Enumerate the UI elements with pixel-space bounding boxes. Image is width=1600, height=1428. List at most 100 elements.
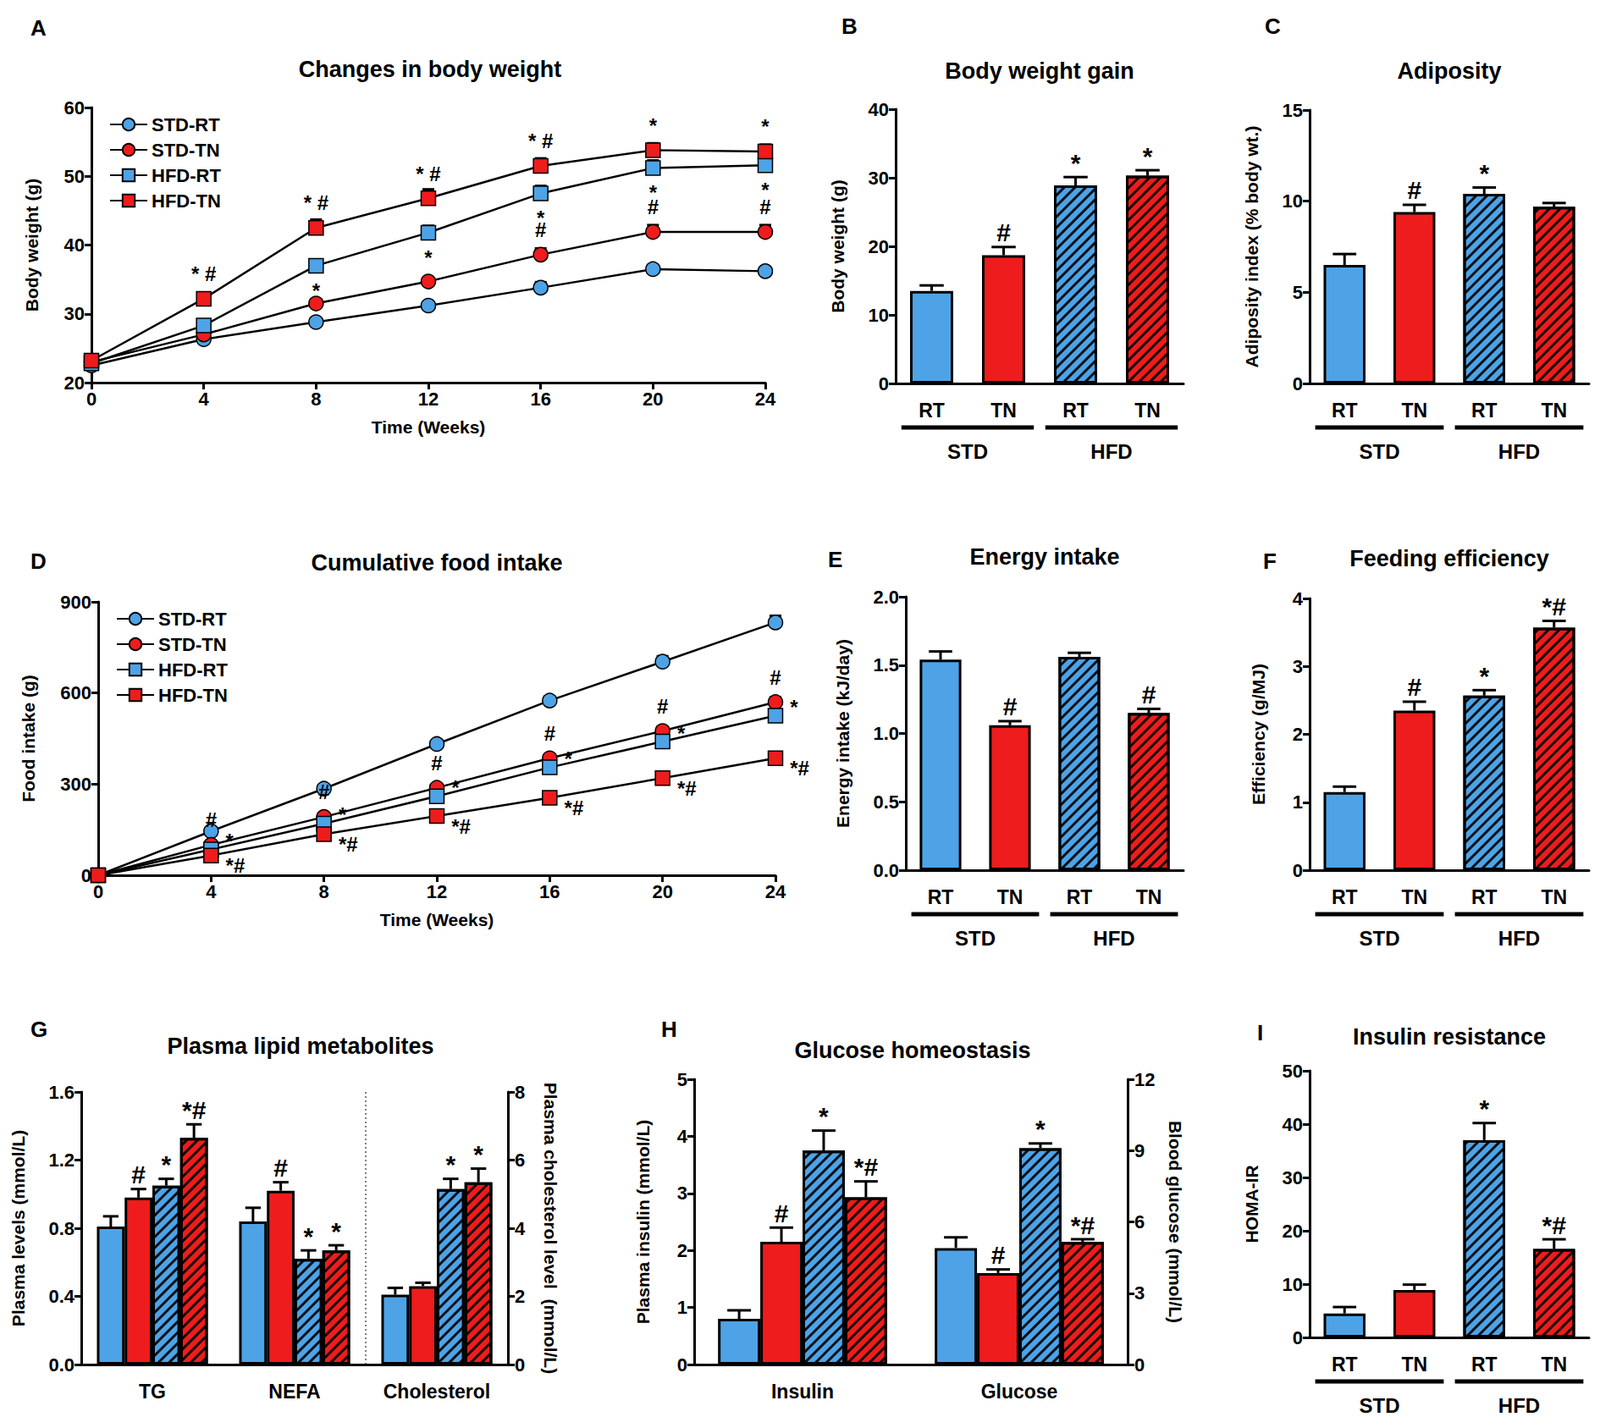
svg-text:STD-RT: STD-RT bbox=[158, 608, 227, 630]
svg-text:*: * bbox=[338, 803, 348, 827]
svg-text:STD: STD bbox=[954, 926, 996, 950]
svg-text:5: 5 bbox=[677, 1069, 688, 1091]
svg-text:60: 60 bbox=[64, 97, 85, 119]
svg-text:0: 0 bbox=[1292, 860, 1303, 882]
svg-text:20: 20 bbox=[642, 388, 663, 410]
svg-text:* #: * # bbox=[528, 129, 553, 153]
svg-text:Plasma levels (mmol/L): Plasma levels (mmol/L) bbox=[8, 1130, 28, 1327]
svg-text:RT: RT bbox=[1066, 886, 1093, 909]
svg-text:*: * bbox=[1478, 159, 1490, 188]
svg-text:TN: TN bbox=[1540, 1353, 1567, 1376]
svg-text:Body weight (g): Body weight (g) bbox=[827, 179, 848, 313]
svg-text:#: # bbox=[774, 1199, 789, 1228]
svg-text:0: 0 bbox=[878, 373, 889, 395]
svg-text:RT: RT bbox=[1471, 1353, 1498, 1376]
svg-text:16: 16 bbox=[529, 388, 551, 410]
svg-text:Cumulative food intake: Cumulative food intake bbox=[310, 550, 563, 576]
svg-text:0: 0 bbox=[93, 881, 104, 903]
svg-text:*: * bbox=[677, 722, 686, 745]
svg-text:0.0: 0.0 bbox=[872, 860, 900, 882]
svg-text:12: 12 bbox=[1134, 1069, 1155, 1091]
svg-text:F: F bbox=[1263, 548, 1277, 574]
svg-text:Time (Weeks): Time (Weeks) bbox=[371, 417, 486, 437]
svg-text:15: 15 bbox=[1282, 99, 1303, 122]
svg-text:6: 6 bbox=[1134, 1211, 1145, 1233]
svg-text:#: # bbox=[273, 1153, 288, 1182]
svg-text:Blood glucose (mmol/L): Blood glucose (mmol/L) bbox=[1165, 1120, 1186, 1324]
svg-text:24: 24 bbox=[765, 881, 787, 903]
svg-text:24: 24 bbox=[755, 388, 777, 410]
svg-text:STD: STD bbox=[947, 440, 988, 464]
svg-text:*: * bbox=[818, 1102, 829, 1131]
svg-text:NEFA: NEFA bbox=[268, 1380, 320, 1403]
svg-text:1.2: 1.2 bbox=[48, 1149, 75, 1171]
svg-text:RT: RT bbox=[1331, 1353, 1358, 1376]
svg-text:#: # bbox=[1142, 680, 1157, 709]
svg-text:RT: RT bbox=[1331, 399, 1358, 422]
svg-text:Glucose: Glucose bbox=[981, 1380, 1059, 1403]
svg-text:12: 12 bbox=[418, 388, 439, 410]
svg-text:*#: *# bbox=[1542, 592, 1567, 621]
svg-text:#: # bbox=[318, 780, 330, 804]
svg-text:#: # bbox=[544, 722, 556, 745]
svg-text:30: 30 bbox=[1282, 1167, 1303, 1189]
svg-text:C: C bbox=[1264, 13, 1281, 39]
svg-text:TN: TN bbox=[1540, 399, 1567, 422]
svg-text:3: 3 bbox=[677, 1182, 688, 1204]
svg-text:10: 10 bbox=[1282, 190, 1303, 212]
svg-text:RT: RT bbox=[918, 399, 945, 422]
svg-text:1.0: 1.0 bbox=[872, 722, 900, 745]
svg-text:1.5: 1.5 bbox=[872, 654, 900, 676]
svg-text:E: E bbox=[827, 546, 843, 573]
svg-text:Time (Weeks): Time (Weeks) bbox=[380, 910, 495, 930]
svg-text:Insulin resistance: Insulin resistance bbox=[1352, 1024, 1546, 1050]
svg-text:RT: RT bbox=[1471, 399, 1498, 422]
svg-text:Changes in body weight: Changes in body weight bbox=[298, 56, 563, 83]
svg-text:*: * bbox=[303, 1222, 315, 1251]
svg-text:3: 3 bbox=[1292, 656, 1303, 678]
svg-text:*: * bbox=[1070, 148, 1082, 177]
svg-text:0.8: 0.8 bbox=[48, 1218, 75, 1240]
svg-text:0: 0 bbox=[81, 865, 92, 887]
svg-text:0: 0 bbox=[677, 1354, 688, 1376]
svg-text:0: 0 bbox=[1134, 1354, 1145, 1376]
svg-text:#: # bbox=[430, 751, 442, 775]
svg-text:#: # bbox=[205, 808, 217, 832]
svg-text:HFD-TN: HFD-TN bbox=[151, 190, 221, 212]
svg-text:RT: RT bbox=[1471, 886, 1498, 909]
svg-text:Cholesterol: Cholesterol bbox=[383, 1380, 492, 1403]
svg-text:HFD-RT: HFD-RT bbox=[158, 659, 228, 681]
svg-text:* #: * # bbox=[415, 162, 441, 186]
svg-text:*: * bbox=[761, 115, 770, 138]
svg-text:STD: STD bbox=[1359, 1394, 1401, 1418]
svg-text:#: # bbox=[656, 695, 668, 718]
svg-text:#: # bbox=[1406, 673, 1422, 701]
svg-text:2: 2 bbox=[1292, 723, 1303, 745]
svg-text:5: 5 bbox=[1292, 281, 1303, 304]
svg-text:*: * bbox=[649, 114, 658, 138]
svg-text:* #: * # bbox=[191, 262, 216, 286]
svg-text:*: * bbox=[226, 829, 235, 853]
svg-text:300: 300 bbox=[60, 773, 92, 795]
svg-text:G: G bbox=[30, 1016, 48, 1043]
svg-text:TN: TN bbox=[1401, 1353, 1428, 1376]
svg-text:HFD: HFD bbox=[1498, 440, 1540, 464]
svg-text:600: 600 bbox=[60, 682, 92, 704]
svg-text:HFD: HFD bbox=[1090, 440, 1132, 464]
svg-text:*: * bbox=[331, 1217, 342, 1246]
svg-text:20: 20 bbox=[64, 372, 85, 394]
svg-text:TG: TG bbox=[138, 1380, 166, 1403]
svg-text:1: 1 bbox=[1292, 791, 1303, 813]
svg-text:Adiposity: Adiposity bbox=[1396, 58, 1501, 84]
svg-text:*: * bbox=[649, 181, 658, 205]
svg-text:4: 4 bbox=[205, 881, 217, 903]
svg-text:STD-TN: STD-TN bbox=[158, 634, 227, 656]
svg-text:Energy intake (kJ/day): Energy intake (kJ/day) bbox=[833, 639, 853, 828]
svg-text:0: 0 bbox=[1292, 373, 1303, 395]
svg-text:0.5: 0.5 bbox=[872, 791, 900, 813]
svg-text:20: 20 bbox=[651, 881, 673, 903]
svg-text:50: 50 bbox=[1282, 1060, 1303, 1082]
svg-text:#: # bbox=[991, 1241, 1006, 1269]
svg-text:Feeding efficiency: Feeding efficiency bbox=[1349, 546, 1550, 572]
svg-text:TN: TN bbox=[997, 886, 1024, 909]
